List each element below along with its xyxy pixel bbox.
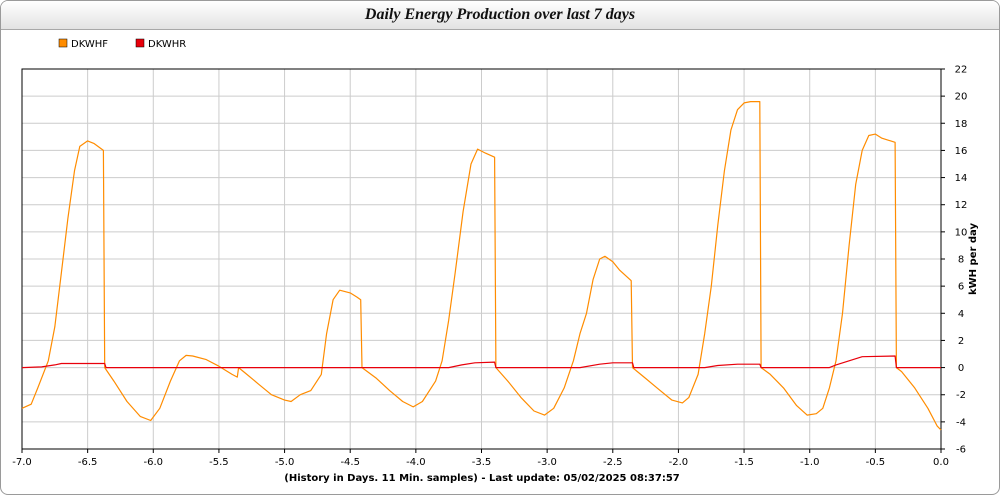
x-tick-label: -6.5 [78, 457, 98, 468]
y-tick-label: 14 [955, 173, 968, 184]
y-tick-label: 0 [958, 363, 964, 374]
x-tick-label: -1.0 [800, 457, 820, 468]
legend-swatch-dkwhf [58, 38, 68, 48]
x-tick-label: -4.0 [406, 457, 426, 468]
x-tick-label: -2.0 [669, 457, 689, 468]
legend-label-dkwhr: DKWHR [148, 39, 186, 50]
x-tick-label: -0.5 [866, 457, 886, 468]
x-tick-label: -2.5 [603, 457, 623, 468]
y-tick-label: 20 [955, 92, 968, 103]
y-tick-label: 22 [955, 65, 968, 76]
y-tick-label: 16 [955, 146, 968, 157]
y-tick-label: 10 [955, 227, 968, 238]
x-tick-label: -5.5 [209, 457, 229, 468]
y-tick-label: 4 [958, 309, 964, 320]
series-line-dkwhf [21, 100, 942, 431]
x-tick-label: -6.0 [144, 457, 164, 468]
y-tick-label: -4 [956, 417, 966, 428]
y-tick-label: 18 [955, 119, 968, 130]
legend-swatch-dkwhr [135, 38, 145, 48]
grid-layer [21, 68, 942, 450]
y-tick-label: 8 [958, 255, 964, 266]
tick-layer: -7.0 -6.5 -6.0 -5.5 -5.0 -4.5 -4.0 -3.5 -3.0 -2.5… [12, 65, 967, 469]
y-tick-label: -2 [956, 390, 966, 401]
x-tick-label: -4.5 [340, 457, 360, 468]
series-layer [21, 100, 942, 431]
x-tick-label: -7.0 [12, 457, 32, 468]
x-tick-label: -3.0 [537, 457, 557, 468]
x-tick-label: -5.0 [275, 457, 295, 468]
y-tick-label: 12 [955, 200, 968, 211]
y-tick-label: 6 [958, 282, 964, 293]
y-tick-label: -6 [956, 445, 966, 456]
x-tick-label: -3.5 [472, 457, 492, 468]
y-tick-label: 2 [958, 336, 964, 347]
x-axis-title: (History in Days. 11 Min. samples) - Las… [284, 473, 680, 484]
x-tick-label: -1.5 [734, 457, 754, 468]
series-line-dkwhr [21, 355, 941, 369]
legend: DKWHF DKWHR [58, 38, 186, 50]
x-tick-label: 0.0 [933, 457, 949, 468]
legend-label-dkwhf: DKWHF [71, 39, 108, 50]
y-axis-title: kWH per day [968, 223, 979, 295]
chart-title: Daily Energy Production over last 7 days [1, 1, 999, 30]
